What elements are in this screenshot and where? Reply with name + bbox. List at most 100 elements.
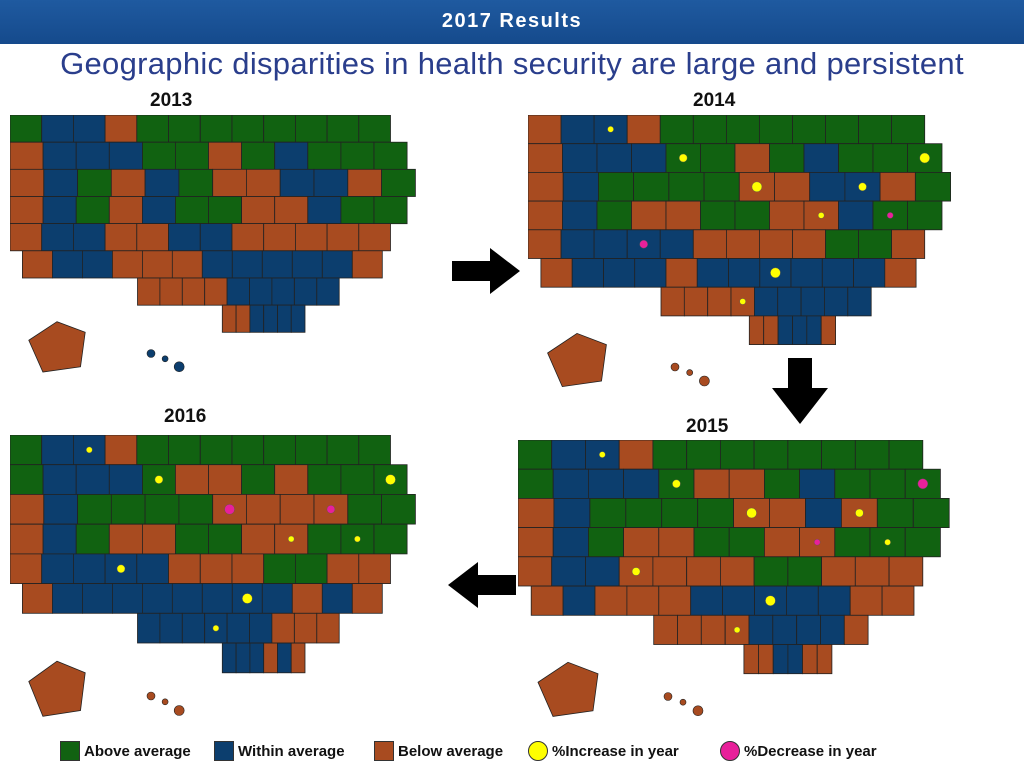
state-region: [112, 250, 143, 279]
legend-increase: %Increase in year: [528, 738, 679, 764]
state-region: [518, 527, 554, 558]
state-region: [41, 223, 74, 252]
state-region: [181, 612, 206, 644]
state-region: [722, 585, 755, 616]
state-region: [540, 258, 573, 288]
state-region: [294, 223, 328, 252]
state-region: [843, 614, 869, 645]
state-region: [849, 585, 883, 616]
state-hawaii: [173, 361, 185, 373]
increase-dot: [733, 626, 741, 634]
state-region: [231, 223, 265, 252]
increase-dot: [86, 446, 93, 454]
state-region: [204, 277, 228, 306]
increase-dot: [354, 535, 361, 543]
state-region: [772, 644, 789, 675]
state-region: [231, 435, 265, 466]
state-region: [326, 435, 360, 466]
state-region: [658, 585, 692, 616]
state-region: [853, 258, 886, 288]
state-region: [562, 172, 599, 202]
header-bar: 2017 Results: [0, 0, 1024, 44]
state-region: [809, 172, 846, 202]
state-region: [104, 115, 138, 143]
legend-label: %Decrease in year: [744, 742, 877, 760]
state-region: [136, 553, 169, 585]
state-region: [249, 277, 273, 306]
state-region: [358, 223, 391, 252]
state-region: [700, 143, 736, 173]
legend-decrease-dot: [720, 741, 740, 761]
state-region: [104, 435, 138, 466]
state-region: [623, 468, 660, 499]
state-region: [208, 523, 242, 555]
state-region: [110, 168, 146, 197]
state-region: [110, 494, 146, 525]
state-region: [769, 498, 806, 529]
state-region: [707, 286, 732, 317]
state-region: [552, 527, 589, 558]
increase-dot: [855, 508, 864, 518]
state-region: [821, 556, 856, 587]
state-region: [904, 527, 941, 558]
state-region: [562, 143, 598, 173]
state-region: [41, 553, 74, 585]
state-region: [313, 168, 349, 197]
state-region: [279, 168, 315, 197]
state-region: [293, 612, 318, 644]
state-region: [660, 286, 685, 317]
state-region: [854, 556, 890, 587]
state-region: [10, 523, 44, 555]
state-region: [799, 468, 836, 499]
state-region: [82, 583, 113, 614]
state-region: [21, 250, 53, 279]
state-region: [231, 553, 265, 585]
state-region: [174, 141, 209, 170]
increase-dot: [751, 181, 763, 193]
state-region: [821, 440, 856, 470]
state-region: [796, 614, 821, 645]
state-region: [241, 464, 276, 495]
state-region: [351, 250, 383, 279]
state-region: [528, 115, 562, 145]
state-region: [790, 258, 823, 288]
state-region: [141, 523, 176, 555]
state-region: [263, 435, 296, 466]
state-region: [181, 277, 206, 306]
state-hawaii: [161, 355, 169, 363]
state-region: [728, 468, 765, 499]
state-region: [231, 115, 265, 143]
state-region: [274, 464, 309, 495]
state-region: [174, 464, 209, 495]
state-region: [171, 250, 203, 279]
state-region: [623, 527, 660, 558]
state-region: [596, 200, 632, 231]
state-region: [290, 304, 306, 333]
page-subtitle: Geographic disparities in health securit…: [60, 46, 964, 81]
state-region: [241, 523, 276, 555]
state-region: [802, 644, 818, 675]
state-region: [763, 315, 779, 345]
state-region: [307, 196, 342, 225]
state-region: [869, 468, 906, 499]
state-region: [249, 612, 273, 644]
state-region: [743, 644, 759, 675]
state-region: [881, 585, 915, 616]
state-region: [758, 229, 793, 259]
state-alaska: [28, 321, 86, 373]
state-region: [858, 229, 893, 259]
state-region: [174, 523, 209, 555]
state-alaska: [537, 661, 599, 717]
decrease-dot: [326, 505, 336, 514]
state-region: [136, 115, 169, 143]
state-region: [854, 440, 890, 470]
state-region: [108, 464, 143, 495]
state-region: [321, 250, 353, 279]
state-region: [560, 115, 595, 145]
state-region: [805, 498, 842, 529]
state-region: [112, 583, 143, 614]
state-region: [665, 258, 698, 288]
state-region: [907, 200, 943, 231]
state-region: [696, 258, 729, 288]
state-region: [212, 168, 247, 197]
